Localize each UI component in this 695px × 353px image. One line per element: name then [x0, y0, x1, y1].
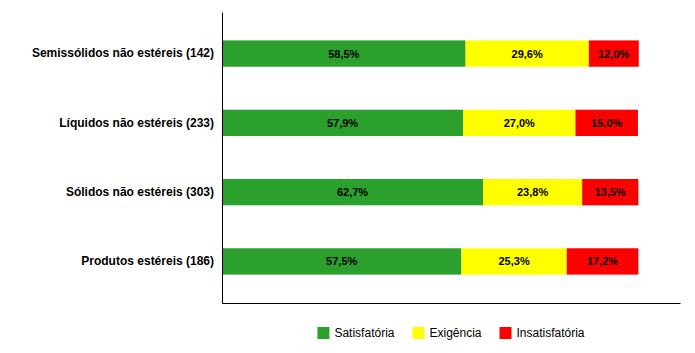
- legend-swatch: [500, 327, 512, 339]
- y-axis: Semissólidos não estéreis (142) Líquidos …: [32, 13, 223, 304]
- y-tick-label: Sólidos não estéreis (303): [66, 185, 214, 199]
- chart: Semissólidos não estéreis (142) Líquidos …: [0, 0, 695, 353]
- data-label: 15,0%: [591, 117, 622, 129]
- legend-swatch: [412, 327, 424, 339]
- bar-segment: [463, 110, 575, 136]
- y-tick-label: Semissólidos não estéreis (142): [32, 46, 214, 60]
- y-tick: Sólidos não estéreis (303): [66, 185, 222, 199]
- data-label: 17,2%: [587, 255, 618, 267]
- legend-item: Exigência: [412, 326, 481, 340]
- data-label: 23,8%: [517, 186, 548, 198]
- bar-segment: [567, 248, 639, 274]
- bars: [222, 40, 639, 274]
- legend-label: Satisfatória: [334, 326, 394, 340]
- legend-label: Exigência: [429, 326, 481, 340]
- bar-segment: [461, 248, 566, 274]
- y-tick-label: Líquidos não estéreis (233): [59, 116, 214, 130]
- bar-segment: [582, 179, 638, 205]
- x-axis: [223, 303, 681, 304]
- legend-label: Insatisfatória: [517, 326, 585, 340]
- chart-container: Semissólidos não estéreis (142) Líquidos …: [0, 0, 695, 353]
- data-label: 62,7%: [337, 186, 368, 198]
- data-label: 57,5%: [326, 255, 357, 267]
- y-tick: Semissólidos não estéreis (142): [32, 46, 222, 60]
- bar-segment: [575, 110, 637, 136]
- bar-segment: [589, 40, 639, 66]
- y-tick: Produtos estéreis (186): [81, 254, 222, 268]
- bar-segment: [222, 179, 483, 205]
- y-tick: Líquidos não estéreis (233): [59, 116, 222, 130]
- data-labels: 58,5% 57,9% 62,7% 57,5% 29,6% 27,0% 23,8% 25,3%…: [326, 48, 630, 268]
- legend: Satisfatória Exigência Insatisfatória: [317, 326, 584, 340]
- bar-segment: [483, 179, 582, 205]
- data-label: 57,9%: [327, 117, 358, 129]
- bar-segment: [222, 110, 463, 136]
- data-label: 13,5%: [595, 186, 626, 198]
- bar-segment: [222, 248, 461, 274]
- y-tick-label: Produtos estéreis (186): [81, 254, 214, 268]
- data-label: 58,5%: [328, 48, 359, 60]
- bar-segment: [466, 40, 589, 66]
- legend-item: Insatisfatória: [500, 326, 585, 340]
- y-axis-line: [222, 13, 223, 304]
- data-label: 12,0%: [598, 48, 629, 60]
- x-axis-line: [223, 303, 681, 304]
- data-label: 29,6%: [512, 48, 543, 60]
- bar-segment: [222, 40, 466, 66]
- data-label: 27,0%: [504, 117, 535, 129]
- legend-swatch: [317, 327, 329, 339]
- legend-item: Satisfatória: [317, 326, 394, 340]
- data-label: 25,3%: [498, 255, 529, 267]
